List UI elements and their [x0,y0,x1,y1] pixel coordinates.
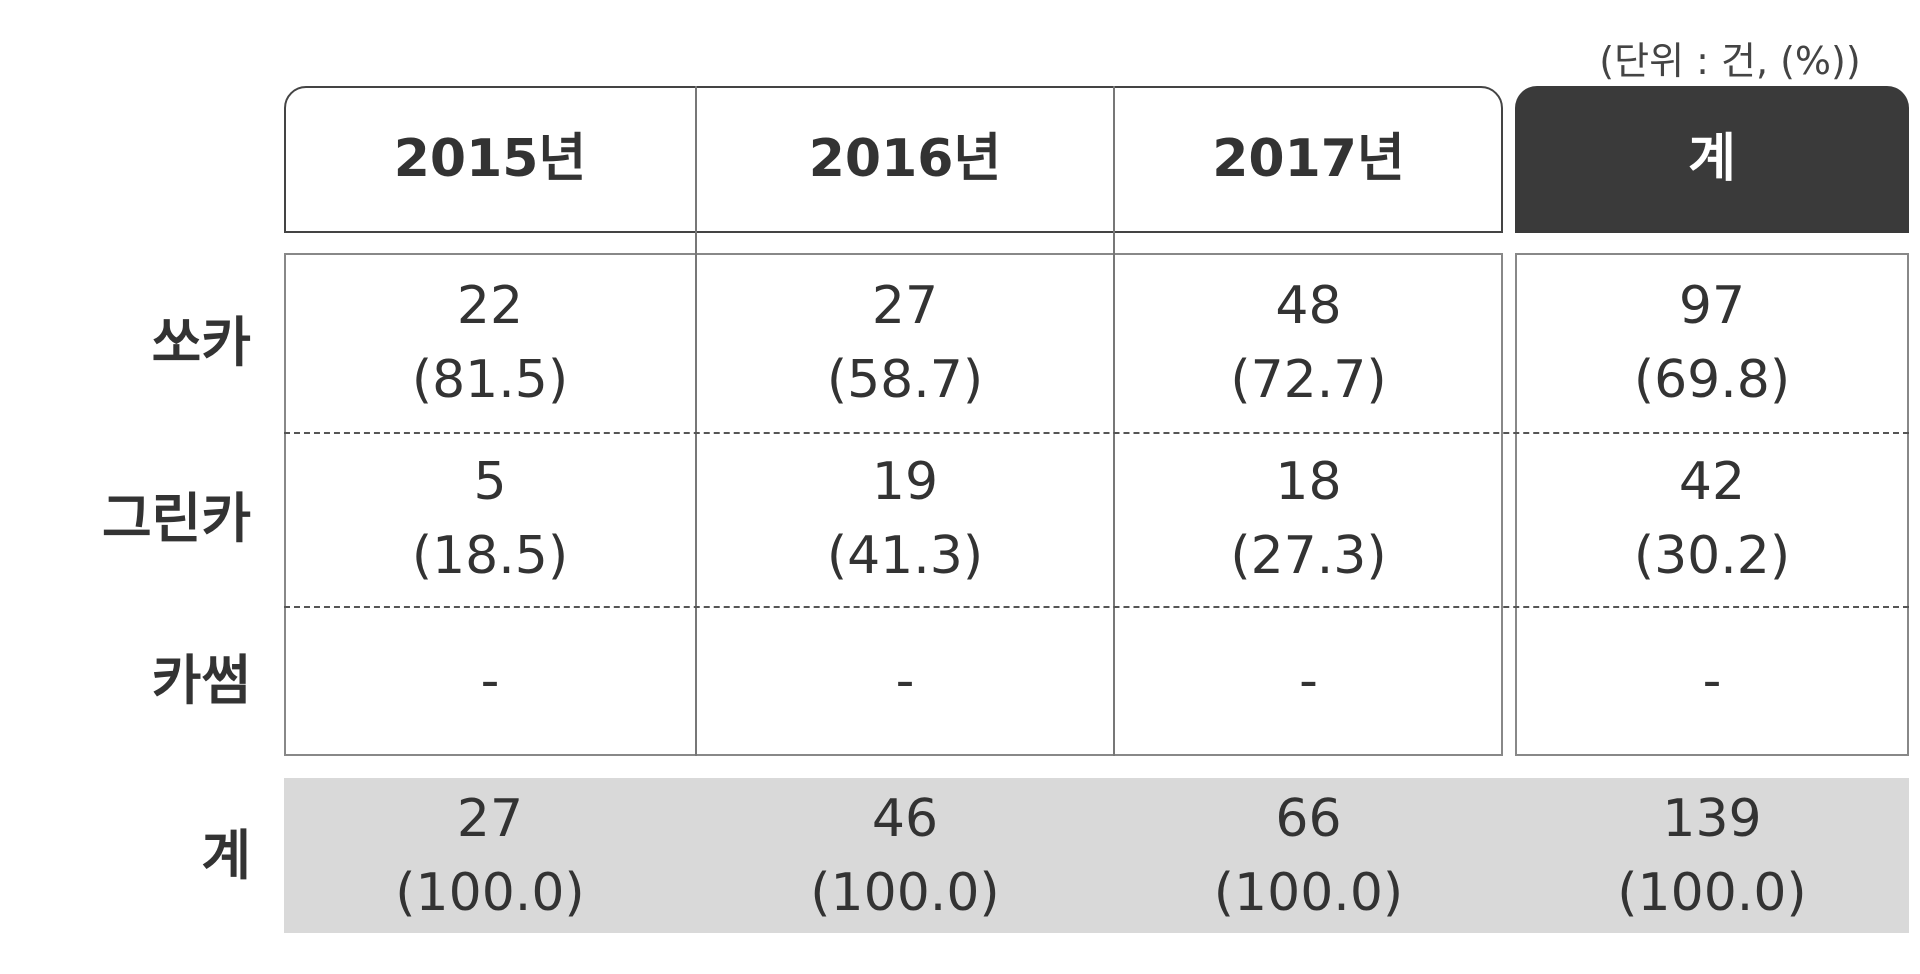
cell-value: 18 [1275,452,1342,512]
row-divider [284,432,1909,434]
cell-value: - [1299,651,1318,711]
row-divider [284,606,1909,608]
cell-value: 22 [456,275,524,336]
column-divider [695,86,697,756]
cell-value: 27 [871,275,939,336]
cell-value: 46 [871,788,939,849]
cell-value: (41.3) [826,526,984,586]
cell-value: 139 [1662,788,1762,849]
column-header: 2017년 [1212,129,1405,189]
row-label: 그린카 [101,487,251,550]
cell-value: (100.0) [1213,862,1404,923]
cell-value: (81.5) [411,349,569,410]
column-header: 2015년 [393,129,587,189]
cell-value: 5 [473,452,507,512]
body-total-box [1515,253,1909,756]
row-label: 쏘카 [151,310,251,374]
cell-value: 97 [1678,275,1746,336]
column-header: 계 [1688,129,1736,189]
cell-value: (69.8) [1633,349,1791,410]
cell-value: 48 [1275,275,1342,336]
cell-value: - [480,651,500,711]
cell-value: (30.2) [1633,526,1791,586]
header-box [284,86,1503,233]
cell-value: (100.0) [395,862,585,923]
cell-value: (100.0) [810,862,1000,923]
cell-value: 42 [1678,452,1746,512]
cell-value: 66 [1275,788,1342,849]
total-row-bg [284,778,1909,933]
cell-value: 19 [871,452,939,512]
row-label: 카썸 [151,649,251,712]
cell-value: 27 [456,788,524,849]
column-divider [1113,86,1115,756]
header-total-box [1515,86,1909,233]
cell-value: - [1702,651,1722,711]
cell-value: (100.0) [1617,862,1807,923]
unit-note: (단위 : 건, (%)) [1599,39,1861,83]
cell-value: (58.7) [826,349,984,410]
body-box [284,253,1503,756]
cell-value: (72.7) [1230,349,1387,410]
column-header: 2016년 [808,129,1002,189]
cell-value: - [895,651,915,711]
row-label: 계 [201,823,251,887]
cell-value: (27.3) [1230,526,1387,586]
cell-value: (18.5) [411,526,569,586]
